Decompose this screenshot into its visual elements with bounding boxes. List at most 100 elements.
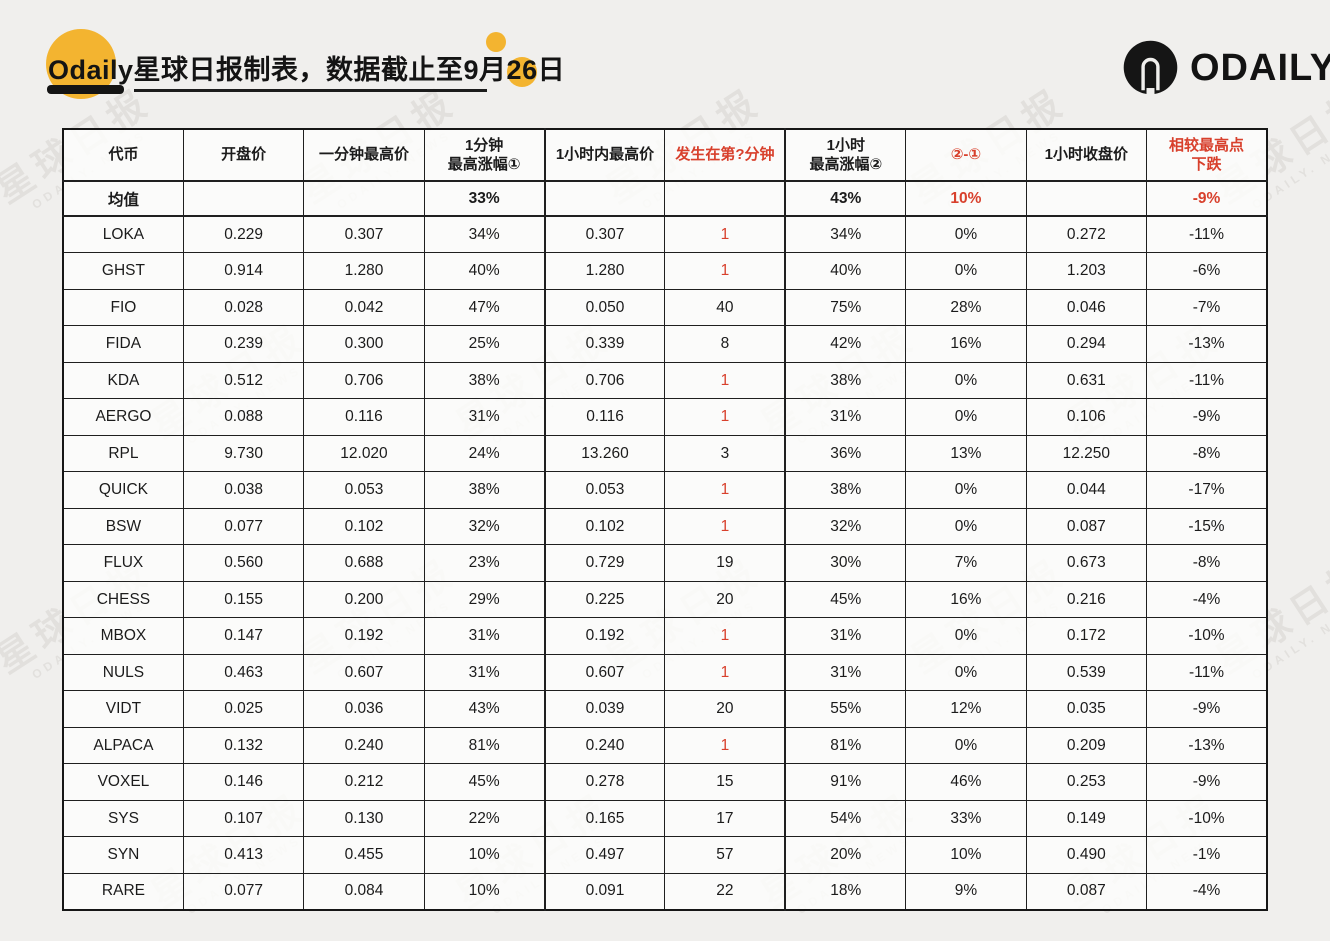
token-cell: FLUX	[62, 544, 184, 582]
table-row-AERGO: AERGO 0.088 0.116 31% 0.116 1 31% 0% 0.106 -9%	[62, 398, 1268, 436]
page-title-prefix: Odaily星球日报制表，数据截止至9月	[48, 55, 507, 85]
data-cell: 0.132	[182, 726, 305, 765]
data-cell: 1.203	[1025, 252, 1148, 290]
data-cell: 31%	[784, 617, 907, 655]
mean-label-cell: 均值	[62, 180, 184, 218]
data-cell: 40	[664, 288, 786, 327]
title-underline-rule	[134, 89, 487, 92]
data-cell: 40%	[423, 252, 546, 290]
data-cell: 19	[664, 544, 786, 582]
data-cell: 0.165	[543, 799, 666, 838]
data-cell: 36%	[784, 434, 907, 473]
data-cell: 10%	[423, 836, 546, 874]
header-cell-2: 一分钟最高价	[303, 128, 425, 182]
data-cell: 81%	[784, 726, 907, 765]
data-cell: 45%	[784, 580, 907, 619]
data-cell: -11%	[1146, 215, 1268, 254]
data-cell: 0.240	[543, 726, 666, 765]
header-cell-0: 代币	[62, 128, 184, 182]
data-cell: 15	[664, 763, 786, 801]
data-cell: 0.216	[1025, 580, 1148, 619]
data-cell: 0.077	[182, 872, 305, 911]
data-cell: 0.036	[303, 690, 425, 728]
table-row-BSW: BSW 0.077 0.102 32% 0.102 1 32% 0% 0.087 -15%	[62, 507, 1268, 546]
data-cell: 0.253	[1025, 763, 1148, 801]
data-cell: 0%	[905, 471, 1027, 509]
data-cell: 34%	[784, 215, 907, 254]
data-cell: 0.130	[303, 799, 425, 838]
data-cell: 0.539	[1025, 653, 1148, 692]
table-row-FIO: FIO 0.028 0.042 47% 0.050 40 75% 28% 0.046 -7%	[62, 288, 1268, 327]
data-cell: -8%	[1146, 434, 1268, 473]
data-cell: 0.050	[543, 288, 666, 327]
data-cell: 0.413	[182, 836, 305, 874]
data-cell: 34%	[423, 215, 546, 254]
table-row-KDA: KDA 0.512 0.706 38% 0.706 1 38% 0% 0.631 -11%	[62, 361, 1268, 400]
odaily-logo-text: ODAILY	[1190, 46, 1330, 89]
data-cell: 1.280	[543, 252, 666, 290]
header-cell-8: 1小时收盘价	[1025, 128, 1148, 182]
data-cell: 1	[664, 471, 786, 509]
data-cell: 1.280	[303, 252, 425, 290]
data-cell: 31%	[784, 653, 907, 692]
data-cell: 0.087	[1025, 507, 1148, 546]
data-cell: -7%	[1146, 288, 1268, 327]
mean-value-cell: 33%	[423, 180, 546, 218]
data-cell: -1%	[1146, 836, 1268, 874]
token-cell: KDA	[62, 361, 184, 400]
data-cell: 0%	[905, 361, 1027, 400]
token-cell: AERGO	[62, 398, 184, 436]
data-cell: -10%	[1146, 799, 1268, 838]
data-cell: -4%	[1146, 580, 1268, 619]
header-cell-7: ②-①	[905, 128, 1027, 182]
data-cell: -10%	[1146, 617, 1268, 655]
token-cell: QUICK	[62, 471, 184, 509]
data-cell: 1	[664, 507, 786, 546]
token-cell: FIO	[62, 288, 184, 327]
data-cell: 0.042	[303, 288, 425, 327]
data-cell: 18%	[784, 872, 907, 911]
mean-value-cell	[543, 180, 666, 218]
data-cell: -9%	[1146, 763, 1268, 801]
table-row-RPL: RPL 9.730 12.020 24% 13.260 3 36% 13% 12.250 -8%	[62, 434, 1268, 473]
token-cell: RPL	[62, 434, 184, 473]
data-cell: 0.147	[182, 617, 305, 655]
data-cell: 0.560	[182, 544, 305, 582]
data-cell: 0.172	[1025, 617, 1148, 655]
data-cell: 81%	[423, 726, 546, 765]
data-cell: 0.084	[303, 872, 425, 911]
data-cell: 25%	[423, 325, 546, 363]
title-underline-bar	[47, 85, 124, 94]
table-row-NULS: NULS 0.463 0.607 31% 0.607 1 31% 0% 0.539 -11%	[62, 653, 1268, 692]
data-cell: 0.039	[543, 690, 666, 728]
data-cell: 0.087	[1025, 872, 1148, 911]
data-cell: 0.673	[1025, 544, 1148, 582]
title-accent-dot	[486, 32, 506, 52]
odaily-logo: ODAILY	[1122, 39, 1330, 96]
data-cell: 10%	[905, 836, 1027, 874]
data-cell: 0.146	[182, 763, 305, 801]
data-cell: 1	[664, 252, 786, 290]
data-cell: -15%	[1146, 507, 1268, 546]
data-cell: 33%	[905, 799, 1027, 838]
token-cell: FIDA	[62, 325, 184, 363]
data-cell: 1	[664, 398, 786, 436]
table-row-SYS: SYS 0.107 0.130 22% 0.165 17 54% 33% 0.149 -10%	[62, 799, 1268, 838]
data-cell: 12.020	[303, 434, 425, 473]
data-cell: 0.229	[182, 215, 305, 254]
data-cell: 47%	[423, 288, 546, 327]
report-table: 代币 开盘价 一分钟最高价 1分钟 最高涨幅① 1小时内最高价 发生在第?分钟 1小时 最高…	[62, 128, 1268, 911]
token-cell: GHST	[62, 252, 184, 290]
data-cell: -9%	[1146, 398, 1268, 436]
table-row-VOXEL: VOXEL 0.146 0.212 45% 0.278 15 91% 46% 0.253 -9%	[62, 763, 1268, 801]
data-cell: 0.300	[303, 325, 425, 363]
data-cell: 0%	[905, 398, 1027, 436]
header-cell-5: 发生在第?分钟	[664, 128, 786, 182]
mean-value-cell	[182, 180, 305, 218]
token-cell: NULS	[62, 653, 184, 692]
data-cell: 10%	[423, 872, 546, 911]
data-cell: 38%	[423, 361, 546, 400]
mean-value-cell: 10%	[905, 180, 1027, 218]
data-cell: 9.730	[182, 434, 305, 473]
data-cell: 0.607	[303, 653, 425, 692]
